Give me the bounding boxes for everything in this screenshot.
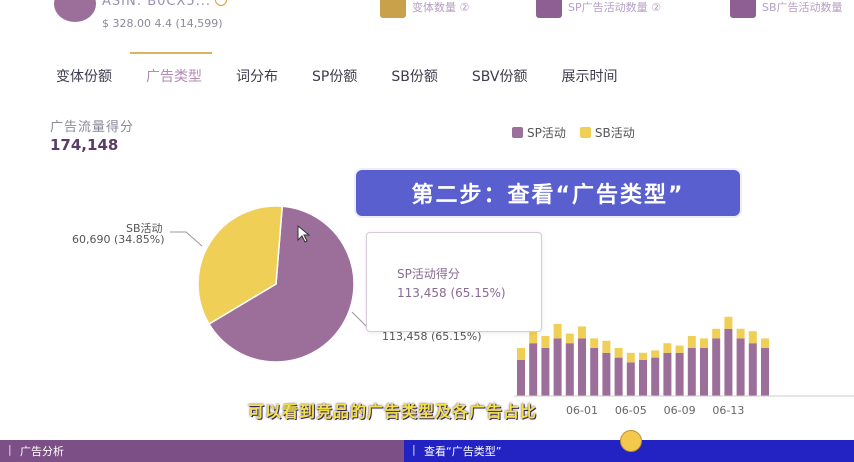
- sp-campaign-icon: [536, 0, 562, 18]
- progress-marker-icon[interactable]: [620, 430, 642, 452]
- bar-sb-06-01[interactable]: [578, 326, 586, 339]
- video-subtitle: 可以看到竞品的广告类型及各广告占比: [248, 402, 538, 421]
- tab-sbv-share[interactable]: SBV份额: [471, 69, 528, 85]
- analysis-tabs: 变体份额 广告类型 词分布 SP份额 SB份额 SBV份额 展示时间: [56, 66, 651, 90]
- bar-sp-06-08[interactable]: [663, 352, 672, 396]
- bar-sp-06-12[interactable]: [712, 338, 721, 396]
- x-tick-label: 06-09: [664, 404, 696, 417]
- pie-label-sb-value: 60,690 (34.85%): [72, 233, 165, 246]
- bar-sb-06-13[interactable]: [724, 316, 733, 329]
- legend-item-sp[interactable]: SP活动: [512, 124, 566, 141]
- bar-sb-06-16[interactable]: [761, 338, 769, 348]
- bar-sb-06-08[interactable]: [663, 343, 672, 353]
- bar-sb-06-03[interactable]: [602, 340, 611, 353]
- bar-sp-06-15[interactable]: [748, 343, 757, 396]
- sb-campaign-icon: [730, 0, 756, 18]
- bar-sp-06-09[interactable]: [675, 352, 684, 396]
- bar-sp-06-10[interactable]: [687, 348, 696, 396]
- ad-traffic-score-value: 174,148: [50, 136, 119, 154]
- bar-chart-legend: SP活动 SB活动: [512, 124, 635, 141]
- chapter-right-label: 查看“广告类型”: [424, 445, 502, 458]
- step-banner: 第二步：查看“广告类型”: [354, 168, 742, 218]
- bar-sb-06-07[interactable]: [651, 350, 660, 358]
- bar-sp-05-31[interactable]: [565, 343, 574, 396]
- bar-sp-06-14[interactable]: [736, 338, 745, 396]
- legend-swatch-sp: [512, 127, 523, 138]
- ad-traffic-score-label: 广告流量得分: [50, 120, 135, 135]
- tab-ad-type[interactable]: 广告类型: [146, 69, 202, 85]
- tab-sp-share[interactable]: SP份额: [312, 69, 358, 85]
- chapter-divider: |: [412, 443, 416, 456]
- bar-sp-05-27[interactable]: [517, 360, 525, 396]
- info-icon[interactable]: [215, 0, 228, 6]
- mouse-cursor-icon: [297, 224, 311, 243]
- tab-sb-share[interactable]: SB份额: [391, 69, 438, 85]
- variant-count-badge[interactable]: 变体数量 ②: [380, 0, 469, 20]
- bar-sb-05-27[interactable]: [517, 348, 525, 360]
- tab-variant-share[interactable]: 变体份额: [56, 69, 112, 85]
- variant-icon: [380, 0, 406, 18]
- bar-sp-06-02[interactable]: [590, 348, 599, 396]
- price-rating-text: $ 328.00 4.4 (14,599): [102, 17, 223, 30]
- bar-sp-06-13[interactable]: [724, 328, 733, 396]
- active-tab-underline: [130, 52, 212, 54]
- bottom-chapter-bar: | 广告分析 | 查看“广告类型”: [0, 440, 854, 462]
- bar-sb-06-05[interactable]: [626, 352, 635, 363]
- bar-sp-06-07[interactable]: [651, 357, 660, 396]
- bar-sb-06-09[interactable]: [675, 345, 684, 353]
- bar-sb-06-02[interactable]: [590, 338, 599, 348]
- bar-sb-06-12[interactable]: [712, 328, 721, 339]
- x-tick-label: 06-01: [566, 404, 598, 417]
- bar-sp-06-01[interactable]: [578, 338, 586, 396]
- ad-type-pie-chart[interactable]: [0, 180, 420, 380]
- bar-sb-05-28[interactable]: [529, 331, 538, 344]
- bar-sp-06-16[interactable]: [761, 348, 769, 396]
- x-tick-label: 06-05: [615, 404, 647, 417]
- legend-swatch-sb: [579, 127, 591, 138]
- pie-slice-sb[interactable]: [197, 205, 284, 326]
- bar-sp-06-05[interactable]: [626, 362, 635, 396]
- chapter-left-label: 广告分析: [20, 445, 64, 458]
- product-thumbnail[interactable]: [54, 0, 96, 22]
- bar-sp-06-06[interactable]: [639, 360, 647, 396]
- product-header: ASIN: B0CX5... $ 328.00 4.4 (14,599) 变体数…: [0, 0, 854, 52]
- pie-label-sp-value: 113,458 (65.15%): [382, 330, 482, 343]
- x-tick-label: 06-13: [712, 404, 744, 417]
- tab-display-time[interactable]: 展示时间: [561, 69, 618, 85]
- bar-sp-05-28[interactable]: [529, 343, 538, 396]
- bar-sp-06-11[interactable]: [700, 348, 708, 396]
- bar-sb-05-29[interactable]: [541, 336, 550, 348]
- sp-campaign-count-badge[interactable]: SP广告活动数量 ②: [536, 0, 661, 20]
- pie-label-sb-name: SB活动: [126, 222, 163, 235]
- pie-slice-sp[interactable]: [208, 205, 355, 363]
- tooltip-value: 113,458 (65.15%): [397, 286, 506, 300]
- bar-sp-05-30[interactable]: [553, 338, 562, 396]
- bar-sb-06-11[interactable]: [700, 338, 708, 348]
- bar-sp-06-04[interactable]: [614, 357, 623, 396]
- tooltip-title: SP活动得分: [397, 267, 460, 281]
- bar-sp-06-03[interactable]: [602, 352, 611, 396]
- asin-text: ASIN: B0CX5...: [102, 0, 228, 9]
- chapter-current[interactable]: | 广告分析: [0, 440, 404, 462]
- legend-item-sb[interactable]: SB活动: [579, 124, 635, 141]
- bar-sb-06-06[interactable]: [639, 352, 647, 360]
- chapter-divider: |: [8, 443, 12, 456]
- pie-tooltip: SP活动得分 113,458 (65.15%): [366, 232, 542, 332]
- tab-word-distribution[interactable]: 词分布: [236, 69, 278, 85]
- pie-leader-line-sb: [170, 231, 203, 247]
- bar-sp-05-29[interactable]: [541, 348, 550, 396]
- bar-sb-06-10[interactable]: [687, 336, 696, 348]
- bar-sb-05-31[interactable]: [565, 333, 574, 344]
- bar-sb-06-04[interactable]: [614, 348, 623, 358]
- bar-sb-05-30[interactable]: [553, 324, 562, 339]
- bar-sb-06-15[interactable]: [748, 331, 757, 344]
- step-banner-text: 第二步：查看“广告类型”: [411, 183, 685, 208]
- bar-sb-06-14[interactable]: [736, 328, 745, 339]
- sb-campaign-count-badge[interactable]: SB广告活动数量: [730, 0, 843, 20]
